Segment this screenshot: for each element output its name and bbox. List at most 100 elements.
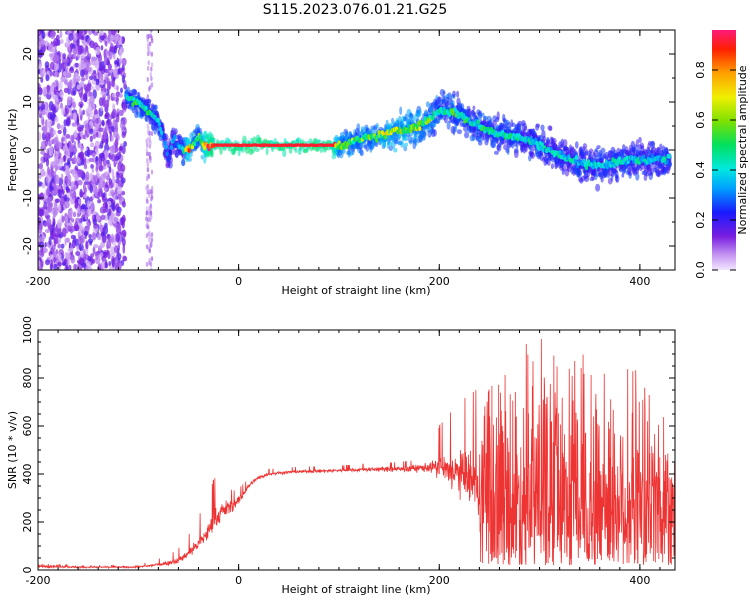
noise-speckle bbox=[63, 194, 68, 202]
noise-speckle bbox=[77, 45, 83, 55]
noise-speckle bbox=[61, 165, 66, 172]
noise-speckle bbox=[76, 115, 80, 124]
ridge-halo bbox=[452, 90, 456, 98]
ridge-halo bbox=[371, 127, 375, 135]
noise-speckle bbox=[64, 251, 69, 259]
noise-speckle bbox=[44, 242, 47, 248]
noise-speckle bbox=[150, 76, 153, 82]
ridge-halo bbox=[254, 147, 260, 152]
noise-speckle bbox=[79, 234, 85, 244]
ridge-halo bbox=[482, 119, 487, 125]
noise-speckle bbox=[67, 225, 72, 232]
noise-speckle bbox=[146, 158, 149, 163]
noise-speckle bbox=[100, 91, 106, 96]
ridge-halo bbox=[589, 148, 594, 154]
noise-speckle bbox=[98, 164, 104, 172]
noise-speckle bbox=[89, 196, 94, 202]
ridge-halo bbox=[282, 148, 287, 158]
ridge-halo bbox=[667, 162, 672, 168]
noise-speckle bbox=[116, 108, 120, 114]
noise-speckle bbox=[72, 101, 76, 109]
noise-speckle bbox=[95, 255, 101, 265]
noise-speckle bbox=[100, 79, 105, 85]
noise-speckle bbox=[74, 221, 79, 232]
noise-speckle bbox=[87, 238, 94, 244]
noise-speckle bbox=[57, 129, 62, 135]
noise-speckle bbox=[75, 238, 79, 247]
ridge-halo bbox=[338, 151, 344, 159]
noise-speckle bbox=[123, 141, 127, 147]
noise-speckle bbox=[98, 245, 103, 252]
noise-speckle bbox=[66, 188, 71, 194]
noise-speckle bbox=[89, 135, 93, 142]
noise-speckle bbox=[58, 152, 62, 158]
ridge-halo bbox=[492, 120, 497, 127]
noise-speckle bbox=[43, 202, 48, 210]
noise-speckle bbox=[40, 156, 44, 166]
noise-speckle bbox=[69, 154, 72, 162]
colorbar-tick-label: 0.4 bbox=[694, 161, 707, 179]
noise-speckle bbox=[83, 194, 88, 198]
noise-speckle bbox=[53, 207, 59, 216]
noise-speckle bbox=[82, 109, 85, 116]
noise-speckle bbox=[147, 43, 150, 49]
noise-speckle bbox=[84, 150, 90, 157]
noise-speckle bbox=[114, 187, 118, 196]
ridge-halo bbox=[615, 174, 620, 183]
noise-speckle bbox=[53, 257, 56, 263]
ridge-halo bbox=[562, 139, 568, 148]
ridge-halo bbox=[265, 147, 269, 156]
ridge-halo bbox=[399, 106, 403, 115]
ridge-halo bbox=[511, 122, 516, 128]
noise-speckle bbox=[68, 45, 71, 52]
ridge-core bbox=[560, 150, 564, 156]
noise-speckle bbox=[122, 255, 128, 262]
noise-speckle bbox=[146, 77, 149, 82]
noise-speckle bbox=[61, 215, 65, 223]
noise-speckle bbox=[65, 71, 71, 78]
noise-speckle bbox=[55, 34, 60, 42]
noise-speckle bbox=[55, 142, 60, 150]
noise-speckle bbox=[94, 251, 99, 257]
noise-speckle bbox=[78, 242, 82, 252]
noise-speckle bbox=[67, 174, 72, 184]
noise-speckle bbox=[95, 46, 101, 56]
ridge-core bbox=[642, 154, 646, 160]
ridge-halo bbox=[294, 148, 298, 153]
noise-speckle bbox=[61, 188, 65, 195]
noise-speckle bbox=[73, 50, 77, 60]
noise-speckle bbox=[80, 53, 86, 59]
x-tick-label: 0 bbox=[235, 574, 242, 587]
ridge-halo bbox=[446, 121, 451, 130]
y-tick-label: 200 bbox=[21, 512, 34, 533]
noise-speckle bbox=[84, 230, 88, 240]
ridge-core bbox=[427, 118, 431, 124]
noise-speckle bbox=[72, 211, 77, 218]
noise-speckle bbox=[110, 154, 116, 162]
x-tick-label: 400 bbox=[629, 275, 650, 288]
ridge-halo bbox=[501, 139, 507, 145]
noise-speckle bbox=[93, 114, 100, 119]
ridge-core bbox=[529, 136, 533, 142]
ridge-core bbox=[418, 126, 422, 132]
ridge-halo bbox=[393, 147, 398, 153]
ridge-halo bbox=[433, 129, 437, 137]
noise-speckle bbox=[54, 71, 58, 78]
noise-speckle bbox=[90, 200, 95, 211]
noise-speckle bbox=[59, 39, 64, 44]
noise-speckle bbox=[77, 126, 82, 133]
colorbar-tick-label: 0.2 bbox=[694, 211, 707, 229]
noise-speckle bbox=[66, 116, 71, 127]
noise-speckle bbox=[103, 48, 108, 59]
ridge-halo bbox=[472, 105, 476, 111]
noise-speckle bbox=[150, 131, 154, 137]
ridge-halo bbox=[481, 112, 485, 117]
noise-speckle bbox=[76, 84, 81, 90]
noise-speckle bbox=[121, 219, 126, 229]
noise-speckle bbox=[38, 199, 41, 206]
noise-speckle bbox=[122, 243, 126, 254]
noise-speckle bbox=[96, 214, 101, 221]
ridge-halo bbox=[536, 123, 540, 128]
noise-speckle bbox=[122, 232, 127, 238]
ridge-halo bbox=[582, 143, 588, 150]
